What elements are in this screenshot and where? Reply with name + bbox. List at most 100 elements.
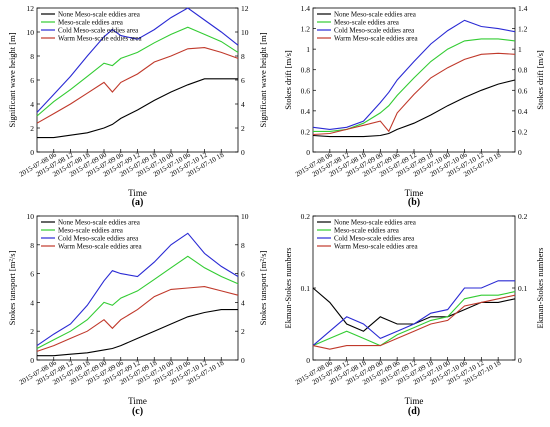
series-line-2 [313, 38, 516, 132]
y-tick-label-right: 1.2 [518, 25, 528, 34]
y-tick-label-right: 0.2 [518, 212, 528, 221]
y-tick-label-left: 0 [30, 356, 34, 365]
legend-label: Meso-scale eddies area [334, 227, 400, 235]
series-line-4 [312, 294, 516, 350]
y-tick-label-right: 0.2 [518, 127, 528, 136]
y-tick-label-left: 8 [30, 241, 34, 250]
legend-label: Warm Meso-scale eddies area [334, 243, 418, 251]
y-tick-label-right: 8 [241, 52, 245, 61]
y-tick-label-left: 1.2 [301, 25, 311, 34]
series-line-2 [312, 291, 516, 347]
y-tick-label-left: 2 [30, 327, 34, 336]
panel-label: (a) [132, 197, 144, 208]
y-tick-label-left: 1.4 [301, 4, 311, 13]
legend-label: Cold Meso-scale eddies area [58, 235, 139, 243]
y-tick-label-left: 4 [30, 298, 34, 307]
y-tick-label-right: 0 [241, 356, 245, 365]
y-tick-label-right: 0.1 [518, 284, 528, 293]
legend-label: Warm Meso-scale eddies area [58, 243, 142, 251]
y-tick-label-left: 0 [306, 148, 310, 157]
legend-label: Meso-scale eddies area [334, 19, 400, 27]
legend-label: Warm Meso-scale eddies area [334, 35, 418, 43]
x-axis-label: Time [405, 396, 424, 406]
y-tick-label-right: 6 [241, 76, 245, 85]
y-tick-label-left: 0.2 [301, 127, 311, 136]
series-line-3 [312, 19, 516, 130]
series-line-2 [36, 26, 239, 117]
y-tick-label-right: 10 [241, 212, 249, 221]
chart-panel-2: 0 0 0.2 0.2 0.4 0.4 0.6 0.6 0.8 0.8 1 1 1.2 1.2 1.4 1.4… [283, 4, 545, 208]
legend-label: None Meso-scale eddies area [58, 11, 141, 19]
y-tick-label-left: 0.6 [301, 86, 311, 95]
legend-label: None Meso-scale eddies area [334, 219, 417, 227]
y-axis-label-left: Significant wave height [m] [7, 32, 17, 127]
y-tick-label-left: 1 [306, 45, 310, 54]
y-tick-label-left: 4 [30, 100, 34, 109]
panel-label: (d) [408, 406, 420, 417]
y-tick-label-left: 10 [27, 212, 35, 221]
y-tick-label-left: 8 [30, 52, 34, 61]
y-tick-label-right: 0 [241, 148, 245, 157]
series-line-3 [36, 7, 239, 113]
legend-label: Cold Meso-scale eddies area [334, 235, 415, 243]
y-tick-label-right: 6 [241, 270, 245, 279]
y-tick-label-left: 0 [30, 148, 34, 157]
legend-label: Cold Meso-scale eddies area [58, 27, 139, 35]
y-axis-label-right: Stokes tansport [m²/s] [258, 250, 268, 325]
series-line-1 [312, 287, 516, 332]
series-line-4 [36, 47, 239, 124]
y-tick-label-right: 0 [518, 148, 522, 157]
y-tick-label-left: 0.8 [301, 66, 311, 75]
y-tick-label-right: 0 [518, 356, 522, 365]
y-tick-label-right: 0.6 [518, 86, 528, 95]
legend-label: Warm Meso-scale eddies area [58, 35, 142, 43]
series-line-3 [312, 280, 515, 347]
y-axis-label-left: Ekman-Stokes numbers [283, 248, 293, 329]
panel-label: (b) [408, 197, 420, 208]
y-axis-label-right: Significant wave height [m] [258, 32, 268, 127]
y-tick-label-right: 4 [241, 298, 245, 307]
series-line-4 [312, 52, 516, 136]
legend-label: Meso-scale eddies area [58, 19, 124, 27]
y-axis-label-left: Stokes drift [m/s] [283, 50, 293, 110]
y-tick-label-left: 0.2 [301, 212, 311, 221]
y-tick-label-right: 4 [241, 100, 245, 109]
x-axis-label: Time [405, 188, 424, 198]
x-axis-label: Time [128, 188, 147, 198]
y-tick-label-left: 10 [27, 28, 35, 37]
y-tick-label-right: 1 [518, 45, 522, 54]
series-line-1 [37, 309, 238, 357]
legend-label: None Meso-scale eddies area [334, 11, 417, 19]
series-line-1 [312, 79, 516, 138]
y-tick-label-right: 12 [241, 4, 249, 13]
y-tick-label-left: 0.4 [301, 107, 311, 116]
series-line-2 [36, 255, 239, 349]
panel-label: (c) [132, 406, 143, 417]
y-tick-label-left: 0.1 [301, 284, 311, 293]
y-tick-label-right: 2 [241, 327, 245, 336]
y-tick-label-left: 6 [30, 270, 34, 279]
y-tick-label-left: 0 [306, 356, 310, 365]
x-axis-label: Time [128, 396, 147, 406]
legend-label: Meso-scale eddies area [58, 227, 124, 235]
y-axis-label-right: Ekman-Stokes numbers [535, 248, 545, 329]
y-axis-label-right: Stokes drift [m/s] [535, 50, 545, 110]
legend-label: None Meso-scale eddies area [58, 219, 141, 227]
series-line-4 [36, 286, 239, 352]
series-line-3 [36, 232, 239, 347]
legend-label: Cold Meso-scale eddies area [334, 27, 415, 35]
series-line-1 [37, 78, 238, 139]
y-tick-label-right: 8 [241, 241, 245, 250]
y-tick-label-right: 10 [241, 28, 249, 37]
y-tick-label-right: 0.8 [518, 66, 528, 75]
y-tick-label-left: 12 [27, 4, 35, 13]
y-tick-label-right: 0.4 [518, 107, 528, 116]
y-axis-label-left: Stokes tansport [m²/s] [7, 250, 17, 325]
y-tick-label-left: 6 [30, 76, 34, 85]
y-tick-label-right: 2 [241, 124, 245, 133]
